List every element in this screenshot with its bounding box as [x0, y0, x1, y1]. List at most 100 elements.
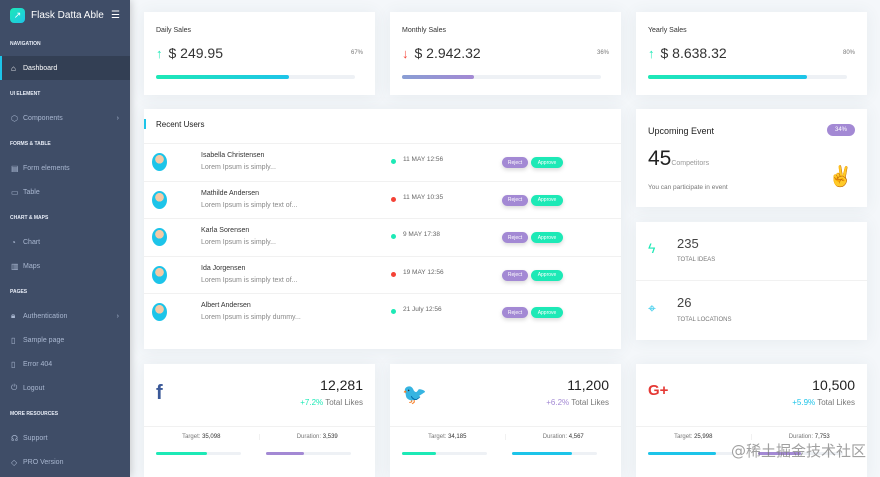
sidebar-item-pro-version[interactable]: ◇ PRO Version: [0, 450, 130, 474]
table-row: Karla Sorensen Lorem Ipsum is simply... …: [144, 218, 621, 256]
duration-label: Duration:: [296, 434, 322, 440]
user-name: Albert Andersen: [201, 302, 251, 309]
sales-percent: 80%: [842, 50, 855, 56]
victory-hand-icon: ✌: [828, 166, 853, 188]
sales-progress: [402, 75, 601, 79]
upcoming-event-card: Upcoming Event 34% 45Competitors You can…: [636, 109, 867, 207]
duration-label: Duration:: [542, 434, 568, 440]
approve-button[interactable]: Approve: [531, 194, 563, 206]
event-count: 45: [648, 147, 672, 170]
target-label: Target:: [182, 434, 201, 440]
file-text-icon: ▤: [11, 163, 19, 173]
sales-value: $ 2.942.32: [414, 45, 481, 61]
approve-button[interactable]: Approve: [531, 307, 563, 318]
event-title: Upcoming Event: [648, 126, 715, 136]
arrow-down-icon: ↓: [402, 46, 409, 61]
status-dot: [391, 234, 396, 239]
target-progress: [156, 452, 241, 455]
avatar: [152, 153, 167, 171]
lock-icon: 🔒︎: [11, 311, 16, 320]
target-progress: [648, 452, 733, 455]
target-value: 34,185: [448, 434, 467, 440]
sidebar-item-logout[interactable]: ⏻ Logout: [0, 376, 130, 400]
facebook-icon: f: [156, 382, 163, 404]
likes-change: +7.2%: [300, 398, 324, 407]
sidebar-item-error-404[interactable]: ▯ Error 404: [0, 352, 130, 376]
approve-button[interactable]: Approve: [531, 269, 563, 281]
status-dot: [391, 309, 396, 314]
sales-title: Daily Sales: [156, 27, 192, 34]
user-desc: Lorem Ipsum is simply text of...: [201, 201, 298, 209]
likes-value: 10,500: [812, 377, 855, 393]
user-desc: Lorem Ipsum is simply text of...: [201, 276, 298, 284]
target-label: Target:: [674, 434, 693, 440]
event-note: You can participate in event: [648, 184, 728, 191]
pie-chart-icon: ◔: [11, 237, 16, 247]
stats-card: ϟ 235 TOTAL IDEAS ⌖ 26 TOTAL LOCATIONS: [636, 222, 867, 340]
avatar: [152, 303, 167, 321]
sales-percent: 36%: [596, 50, 609, 56]
sidebar-item-dashboard[interactable]: ⌂ Dashboard: [0, 56, 130, 80]
event-badge: 34%: [826, 124, 855, 136]
map-pin-icon: ⌖: [648, 300, 656, 316]
sidebar-item-support[interactable]: ☊ Support: [0, 426, 130, 450]
nav-caption: NAVIGATION: [10, 41, 41, 47]
user-desc: Lorem Ipsum is simply...: [201, 239, 276, 246]
watermark: @稀土掘金技术社区: [730, 442, 866, 460]
likes-label: Total Likes: [817, 398, 855, 407]
user-desc: Lorem Ipsum is simply dummy...: [201, 314, 301, 321]
sales-card: Yearly Sales ↑ $ 8.638.32 80%: [636, 12, 867, 95]
sidebar-item-authentication[interactable]: 🔒︎ Authentication ›: [0, 304, 130, 328]
total-locations-label: TOTAL LOCATIONS: [677, 317, 732, 323]
reject-button[interactable]: Reject: [502, 232, 528, 243]
sidebar-item-maps[interactable]: ▥ Maps: [0, 254, 130, 278]
sidebar-item-form-elements[interactable]: ▤ Form elements: [0, 156, 130, 180]
google-plus-icon: G+: [648, 382, 669, 399]
sidebar: ↗ Flask Datta Able ☰ NAVIGATION ⌂ Dashboard U…: [0, 0, 130, 477]
approve-button[interactable]: Approve: [531, 232, 563, 243]
twitter-icon: 🐦: [402, 384, 427, 406]
menu-toggle-icon[interactable]: ☰: [111, 9, 120, 21]
target-value: 35,098: [202, 434, 221, 440]
total-locations-value: 26: [677, 295, 692, 310]
user-name: Isabella Christensen: [201, 152, 265, 159]
sidebar-item-label: Support: [23, 434, 48, 442]
user-name: Mathilde Andersen: [201, 189, 259, 197]
power-icon: ⏻: [11, 383, 18, 392]
reject-button[interactable]: Reject: [502, 307, 528, 318]
avatar: [152, 190, 167, 209]
home-icon: ⌂: [11, 63, 16, 73]
logo-icon: ↗: [10, 7, 25, 23]
duration-label: Duration:: [788, 434, 814, 440]
reject-button[interactable]: Reject: [502, 269, 528, 281]
sidebar-item-table[interactable]: ▭ Table: [0, 180, 130, 204]
sales-progress: [156, 75, 355, 79]
sidebar-item-label: Dashboard: [23, 64, 58, 72]
chevron-right-icon: ›: [116, 114, 119, 122]
sidebar-item-components[interactable]: ⬡ Components ›: [0, 106, 130, 130]
avatar: [152, 228, 167, 246]
sidebar-item-label: Logout: [23, 384, 45, 392]
sidebar-item-label: Table: [23, 188, 40, 196]
sidebar-icon: ▯: [11, 359, 16, 369]
likes-value: 12,281: [320, 377, 363, 393]
table-row: Isabella Christensen Lorem Ipsum is simp…: [144, 143, 621, 181]
sidebar-item-label: Components: [23, 114, 63, 122]
nav-caption: PAGES: [10, 289, 28, 295]
sidebar-item-chart[interactable]: ◔ Chart: [0, 230, 130, 254]
approve-button[interactable]: Approve: [531, 157, 563, 168]
brand[interactable]: ↗ Flask Datta Able ☰: [0, 0, 130, 30]
sidebar-nav: NAVIGATION ⌂ Dashboard UI ELEMENT ⬡ Component…: [0, 32, 130, 474]
status-dot: [391, 271, 396, 277]
sidebar-item-label: Maps: [23, 262, 41, 270]
total-ideas-value: 235: [677, 236, 699, 251]
nav-caption: UI ELEMENT: [10, 91, 41, 97]
social-card: f 12,281 +7.2% Total Likes Target: 35,09…: [144, 364, 375, 477]
reject-button[interactable]: Reject: [502, 194, 528, 206]
sidebar-item-label: Authentication: [23, 312, 68, 320]
reject-button[interactable]: Reject: [502, 157, 528, 168]
sidebar-item-sample-page[interactable]: ▯ Sample page: [0, 328, 130, 352]
user-date: 9 MAY 17:38: [403, 231, 440, 238]
likes-change: +5.9%: [792, 398, 816, 407]
sidebar-icon: ▯: [11, 335, 16, 345]
